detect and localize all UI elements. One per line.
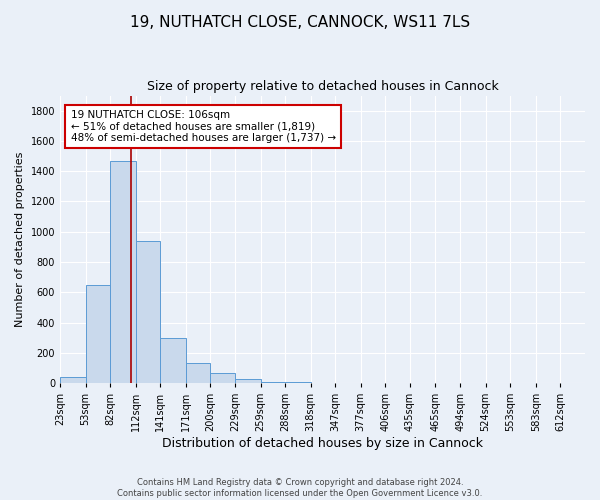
Title: Size of property relative to detached houses in Cannock: Size of property relative to detached ho…: [146, 80, 499, 93]
Bar: [110, 160, 136, 383]
Y-axis label: Number of detached properties: Number of detached properties: [15, 152, 25, 327]
Bar: [285, 382, 311, 383]
Text: 19 NUTHATCH CLOSE: 106sqm
← 51% of detached houses are smaller (1,819)
48% of se: 19 NUTHATCH CLOSE: 106sqm ← 51% of detac…: [71, 110, 335, 143]
Bar: [60, 377, 86, 383]
Bar: [86, 284, 110, 383]
Bar: [260, 382, 285, 383]
Bar: [186, 364, 211, 383]
Text: Contains HM Land Registry data © Crown copyright and database right 2024.
Contai: Contains HM Land Registry data © Crown c…: [118, 478, 482, 498]
X-axis label: Distribution of detached houses by size in Cannock: Distribution of detached houses by size …: [162, 437, 483, 450]
Bar: [211, 373, 235, 383]
Bar: [160, 338, 186, 383]
Bar: [136, 241, 160, 383]
Text: 19, NUTHATCH CLOSE, CANNOCK, WS11 7LS: 19, NUTHATCH CLOSE, CANNOCK, WS11 7LS: [130, 15, 470, 30]
Bar: [235, 380, 260, 383]
